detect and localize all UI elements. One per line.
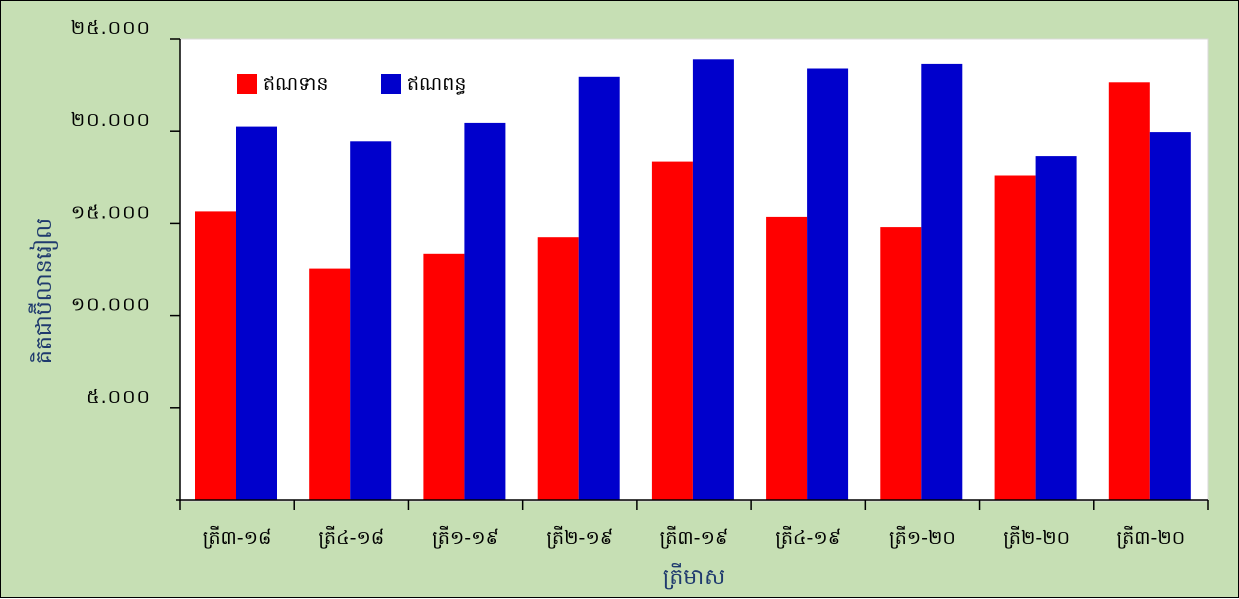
x-tick-label: ត្រី៤-១៨: [318, 525, 384, 549]
bar-debit-6: [921, 63, 963, 501]
legend-swatch-debit: [381, 74, 401, 94]
bar-debit-3: [578, 76, 620, 501]
legend-label-credit: ឥណទាន: [263, 73, 328, 95]
bars: [195, 59, 1191, 501]
bar-credit-5: [766, 216, 808, 500]
bar-credit-3: [537, 237, 579, 500]
axes: [170, 38, 1209, 510]
bar-credit-2: [423, 253, 465, 500]
bar-debit-5: [807, 68, 849, 500]
y-tick-label: ២៥.០០០: [71, 17, 151, 39]
bar-debit-1: [350, 141, 392, 501]
bar-credit-4: [651, 161, 693, 500]
bar-credit-1: [309, 268, 351, 500]
x-tick-label: ត្រី១-២០: [889, 525, 956, 549]
legend: ឥណទាន ឥណពន្ធ: [237, 73, 466, 95]
bar-debit-7: [1035, 156, 1077, 500]
legend-label-debit: ឥណពន្ធ: [407, 73, 466, 95]
y-tick-label: ១៥.០០០: [71, 201, 151, 223]
bar-credit-6: [880, 227, 922, 500]
y-axis-title: គិតជាប៊ីលានរៀល: [28, 218, 58, 364]
y-tick-label: ២០.០០០: [71, 109, 151, 131]
y-tick-label: ៥.០០០: [86, 386, 151, 408]
x-tick-label: ត្រី៣-២០: [1117, 525, 1186, 549]
x-tick-label: ត្រី៣-១៨: [203, 525, 272, 549]
x-tick-label: ត្រី៤-១៩: [775, 525, 841, 549]
bar-debit-0: [236, 126, 277, 500]
x-tick-label: ត្រី១-១៩: [432, 525, 499, 549]
x-tick-label: ត្រី៣-១៩: [660, 525, 729, 549]
x-tick-label: ត្រី២-១៩: [546, 525, 613, 549]
bar-debit-8: [1149, 132, 1191, 500]
bar-debit-2: [464, 122, 506, 501]
bar-credit-0: [195, 211, 236, 500]
x-tick-label: ត្រី២-២០: [1003, 525, 1070, 549]
bar-credit-8: [1108, 82, 1150, 501]
bar-debit-4: [692, 59, 734, 501]
y-tick-label: ១០.០០០: [71, 294, 151, 316]
legend-swatch-credit: [237, 74, 257, 94]
bar-credit-7: [994, 175, 1036, 500]
x-axis-title: ត្រីមាស: [663, 563, 725, 590]
